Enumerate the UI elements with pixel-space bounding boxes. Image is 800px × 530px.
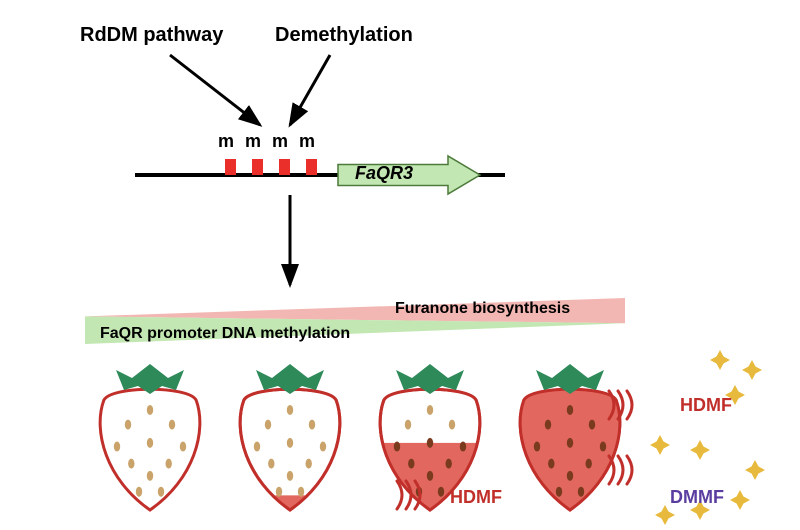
methyl-tick-0 — [225, 159, 236, 175]
hdmf-bottom-label: HDMF — [450, 487, 502, 508]
sparkle-icon — [690, 440, 710, 460]
hdmf-side-label: HDMF — [680, 395, 732, 416]
methyl-tick-3 — [306, 159, 317, 175]
gene-name: FaQR3 — [355, 163, 413, 184]
m-label-0: m — [218, 131, 234, 151]
methyl-tick-2 — [279, 159, 290, 175]
wedge-top-label: Furanone biosynthesis — [395, 300, 570, 318]
aroma-waves — [609, 456, 632, 484]
strawberry-3 — [510, 364, 630, 515]
m-label-3: m — [299, 131, 315, 151]
methyl-tick-1 — [252, 159, 263, 175]
sparkle-icon — [710, 350, 730, 370]
arrow-left_top — [170, 55, 260, 125]
diagram-canvas: mmmm — [0, 0, 800, 530]
wedge-bot-label: FaQR promoter DNA methylation — [100, 325, 350, 343]
arrow-right_top — [290, 55, 330, 125]
strawberry-0 — [100, 364, 200, 510]
sparkle-icon — [745, 460, 765, 480]
strawberry-1 — [230, 364, 350, 515]
dmmf-side-label: DMMF — [670, 487, 724, 508]
sparkle-icon — [650, 435, 670, 455]
m-label-2: m — [272, 131, 288, 151]
m-label-1: m — [245, 131, 261, 151]
sparkle-icon — [655, 505, 675, 525]
sparkle-icon — [742, 360, 762, 380]
sparkle-icon — [730, 490, 750, 510]
